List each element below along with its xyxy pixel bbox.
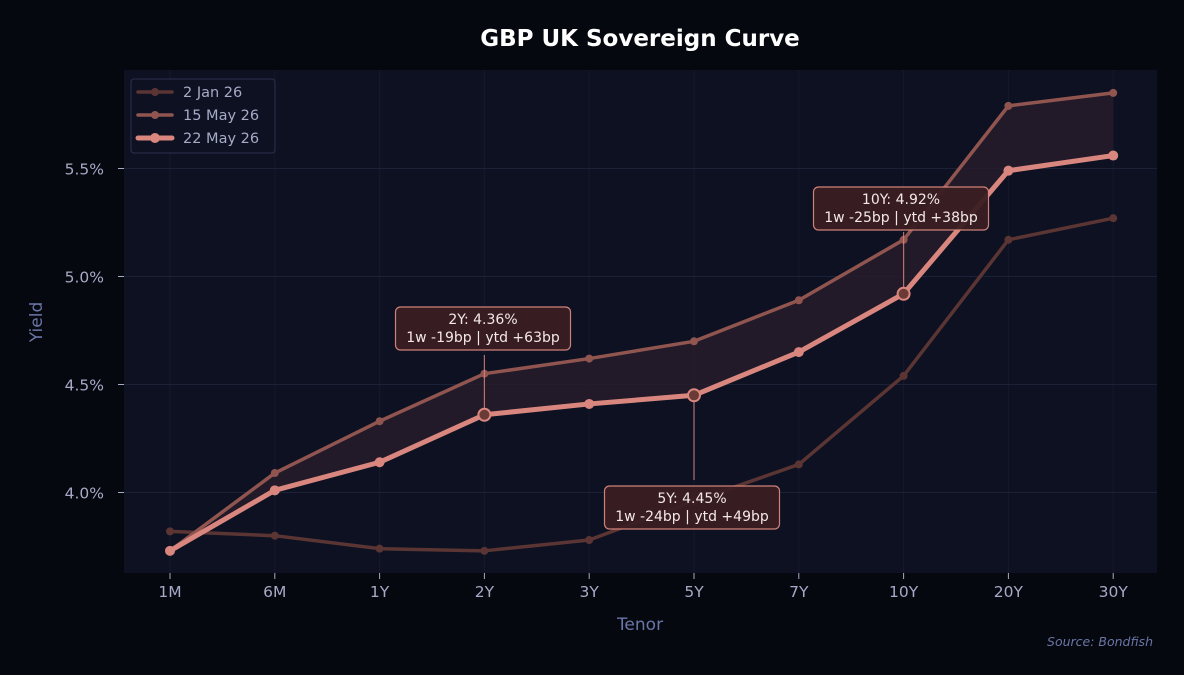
annotations: 2Y: 4.36% 1w -19bp | ytd +63bp 5Y: 4.45% 1w… <box>394 186 990 530</box>
data-point <box>584 398 595 409</box>
annotation-box <box>603 485 781 530</box>
x-tick-labels: 1M 6M 1Y 2Y 3Y 5Y 7Y 10Y 20Y 30Y <box>158 573 1128 601</box>
data-point <box>375 417 384 426</box>
data-point <box>585 536 594 545</box>
highlight-point <box>896 286 911 301</box>
highlight-point <box>687 388 701 403</box>
annotation-5y: 5Y: 4.45% 1w -24bp | ytd +49bp <box>603 388 781 530</box>
y-tick-label: 5.5% <box>65 161 104 179</box>
legend-box <box>130 78 276 154</box>
data-point <box>1109 88 1118 97</box>
y-axis-label: Yield <box>27 302 47 343</box>
data-point <box>793 347 804 358</box>
annotation-change: 1w -25bp | ytd +38bp <box>824 210 978 226</box>
x-axis-label: Tenor <box>616 615 663 635</box>
annotation-2y: 2Y: 4.36% 1w -19bp | ytd +63bp <box>394 306 572 422</box>
legend-swatch-marker <box>151 88 159 96</box>
data-point <box>480 546 489 555</box>
data-point <box>690 337 698 346</box>
series-1 <box>166 88 1118 555</box>
data-point <box>374 457 385 468</box>
series-line <box>168 91 1115 553</box>
data-point <box>1004 101 1013 110</box>
y-tick-label: 5.0% <box>65 269 104 287</box>
annotation-change: 1w -24bp | ytd +49bp <box>615 509 769 525</box>
y-tick-label: 4.5% <box>65 377 104 395</box>
annotation-value: 5Y: 4.45% <box>657 491 726 507</box>
data-point <box>270 469 279 478</box>
x-tick-label: 30Y <box>1099 583 1129 601</box>
data-point <box>794 296 803 305</box>
series-2 <box>165 150 1119 556</box>
annotation-value: 2Y: 4.36% <box>448 312 517 328</box>
series-layer <box>165 88 1119 556</box>
x-tick-label: 1M <box>158 583 181 601</box>
annotation-box <box>812 186 990 231</box>
series-line <box>167 153 1116 554</box>
chart-title: GBP UK Sovereign Curve <box>480 26 800 52</box>
annotation-10y: 10Y: 4.92% 1w -25bp | ytd +38bp <box>812 186 990 301</box>
x-tick-label: 6M <box>263 583 286 601</box>
data-point <box>269 485 280 496</box>
legend-label: 22 May 26 <box>183 131 259 147</box>
annotation-change: 1w -19bp | ytd +63bp <box>406 330 560 346</box>
y-tick-label: 4.0% <box>65 485 104 503</box>
legend-label: 15 May 26 <box>183 108 259 124</box>
data-point <box>165 545 175 556</box>
data-point <box>899 371 908 380</box>
y-tick-labels: 4.0% 4.5% 5.0% 5.5% <box>65 161 124 503</box>
data-point <box>1108 150 1119 161</box>
data-point <box>1109 214 1118 223</box>
x-tick-label: 10Y <box>889 583 919 601</box>
source-note: Source: Bondfish <box>1047 634 1153 649</box>
x-tick-label: 20Y <box>994 583 1024 601</box>
x-tick-label: 1Y <box>370 583 390 601</box>
x-tick-label: 3Y <box>580 583 600 601</box>
data-point <box>166 527 174 536</box>
x-tick-label: 7Y <box>789 583 809 601</box>
annotation-box <box>394 306 572 351</box>
highlight-point <box>477 407 492 422</box>
legend-swatch-marker <box>150 133 160 143</box>
shaded-band <box>170 92 1114 551</box>
data-point <box>270 531 279 540</box>
annotation-value: 10Y: 4.92% <box>862 192 940 208</box>
data-point <box>1004 235 1013 244</box>
data-point <box>1003 165 1014 176</box>
data-point <box>585 354 594 363</box>
data-point <box>794 460 803 469</box>
data-point <box>375 544 384 553</box>
legend-swatch-marker <box>151 111 159 119</box>
x-tick-label: 5Y <box>684 583 704 601</box>
x-tick-label: 2Y <box>475 583 495 601</box>
legend: 2 Jan 26 15 May 26 22 May 26 <box>135 85 259 147</box>
legend-label: 2 Jan 26 <box>183 85 242 101</box>
